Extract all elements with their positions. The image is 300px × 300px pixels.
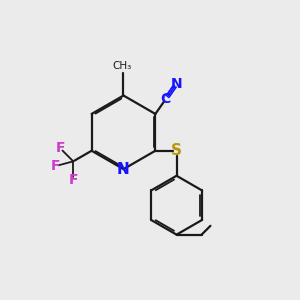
Text: F: F <box>51 159 60 173</box>
Text: F: F <box>68 172 78 187</box>
Text: C: C <box>160 92 171 106</box>
Text: N: N <box>171 77 182 91</box>
Text: N: N <box>117 162 130 177</box>
Text: F: F <box>56 141 65 155</box>
Text: S: S <box>171 143 182 158</box>
Text: CH₃: CH₃ <box>112 61 132 71</box>
